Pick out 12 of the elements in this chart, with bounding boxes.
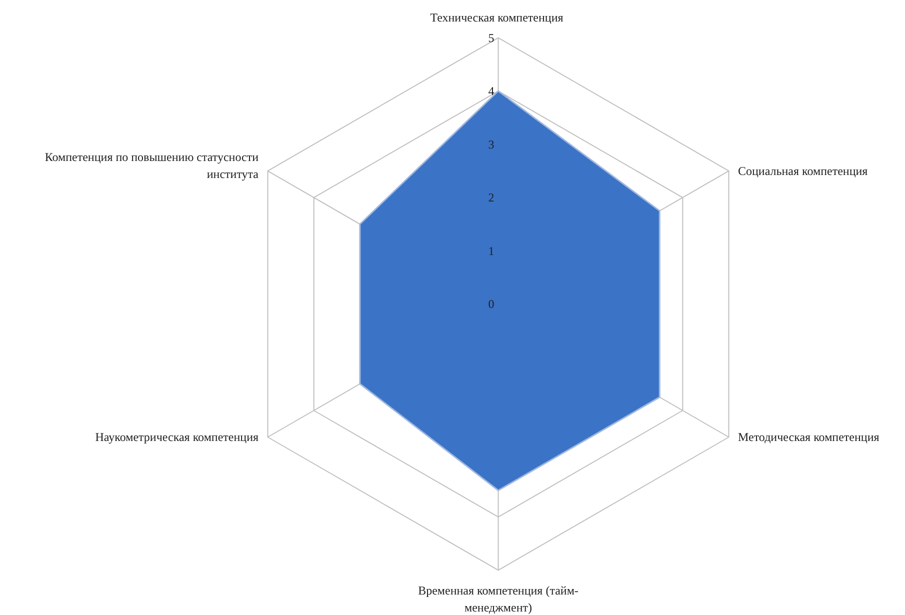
y-tick-label: 4: [488, 84, 494, 98]
spoke-label: Компетенция по повышению статусности института: [44, 150, 260, 181]
spoke-label: Наукометрическая компетенция: [95, 430, 259, 444]
spoke-label: Техническая компетенция: [430, 10, 564, 24]
spoke-label: Временная компетенция (тайм-менеджмент): [418, 584, 578, 614]
y-tick-label: 2: [488, 190, 494, 205]
y-tick-label: 3: [488, 137, 494, 152]
y-tick-label: 0: [488, 297, 494, 312]
y-tick-label: 5: [488, 30, 494, 45]
spoke-label: Социальная компетенция: [738, 164, 868, 178]
spoke-label: Методическая компетенция: [738, 430, 880, 444]
y-tick-label: 1: [488, 244, 494, 258]
